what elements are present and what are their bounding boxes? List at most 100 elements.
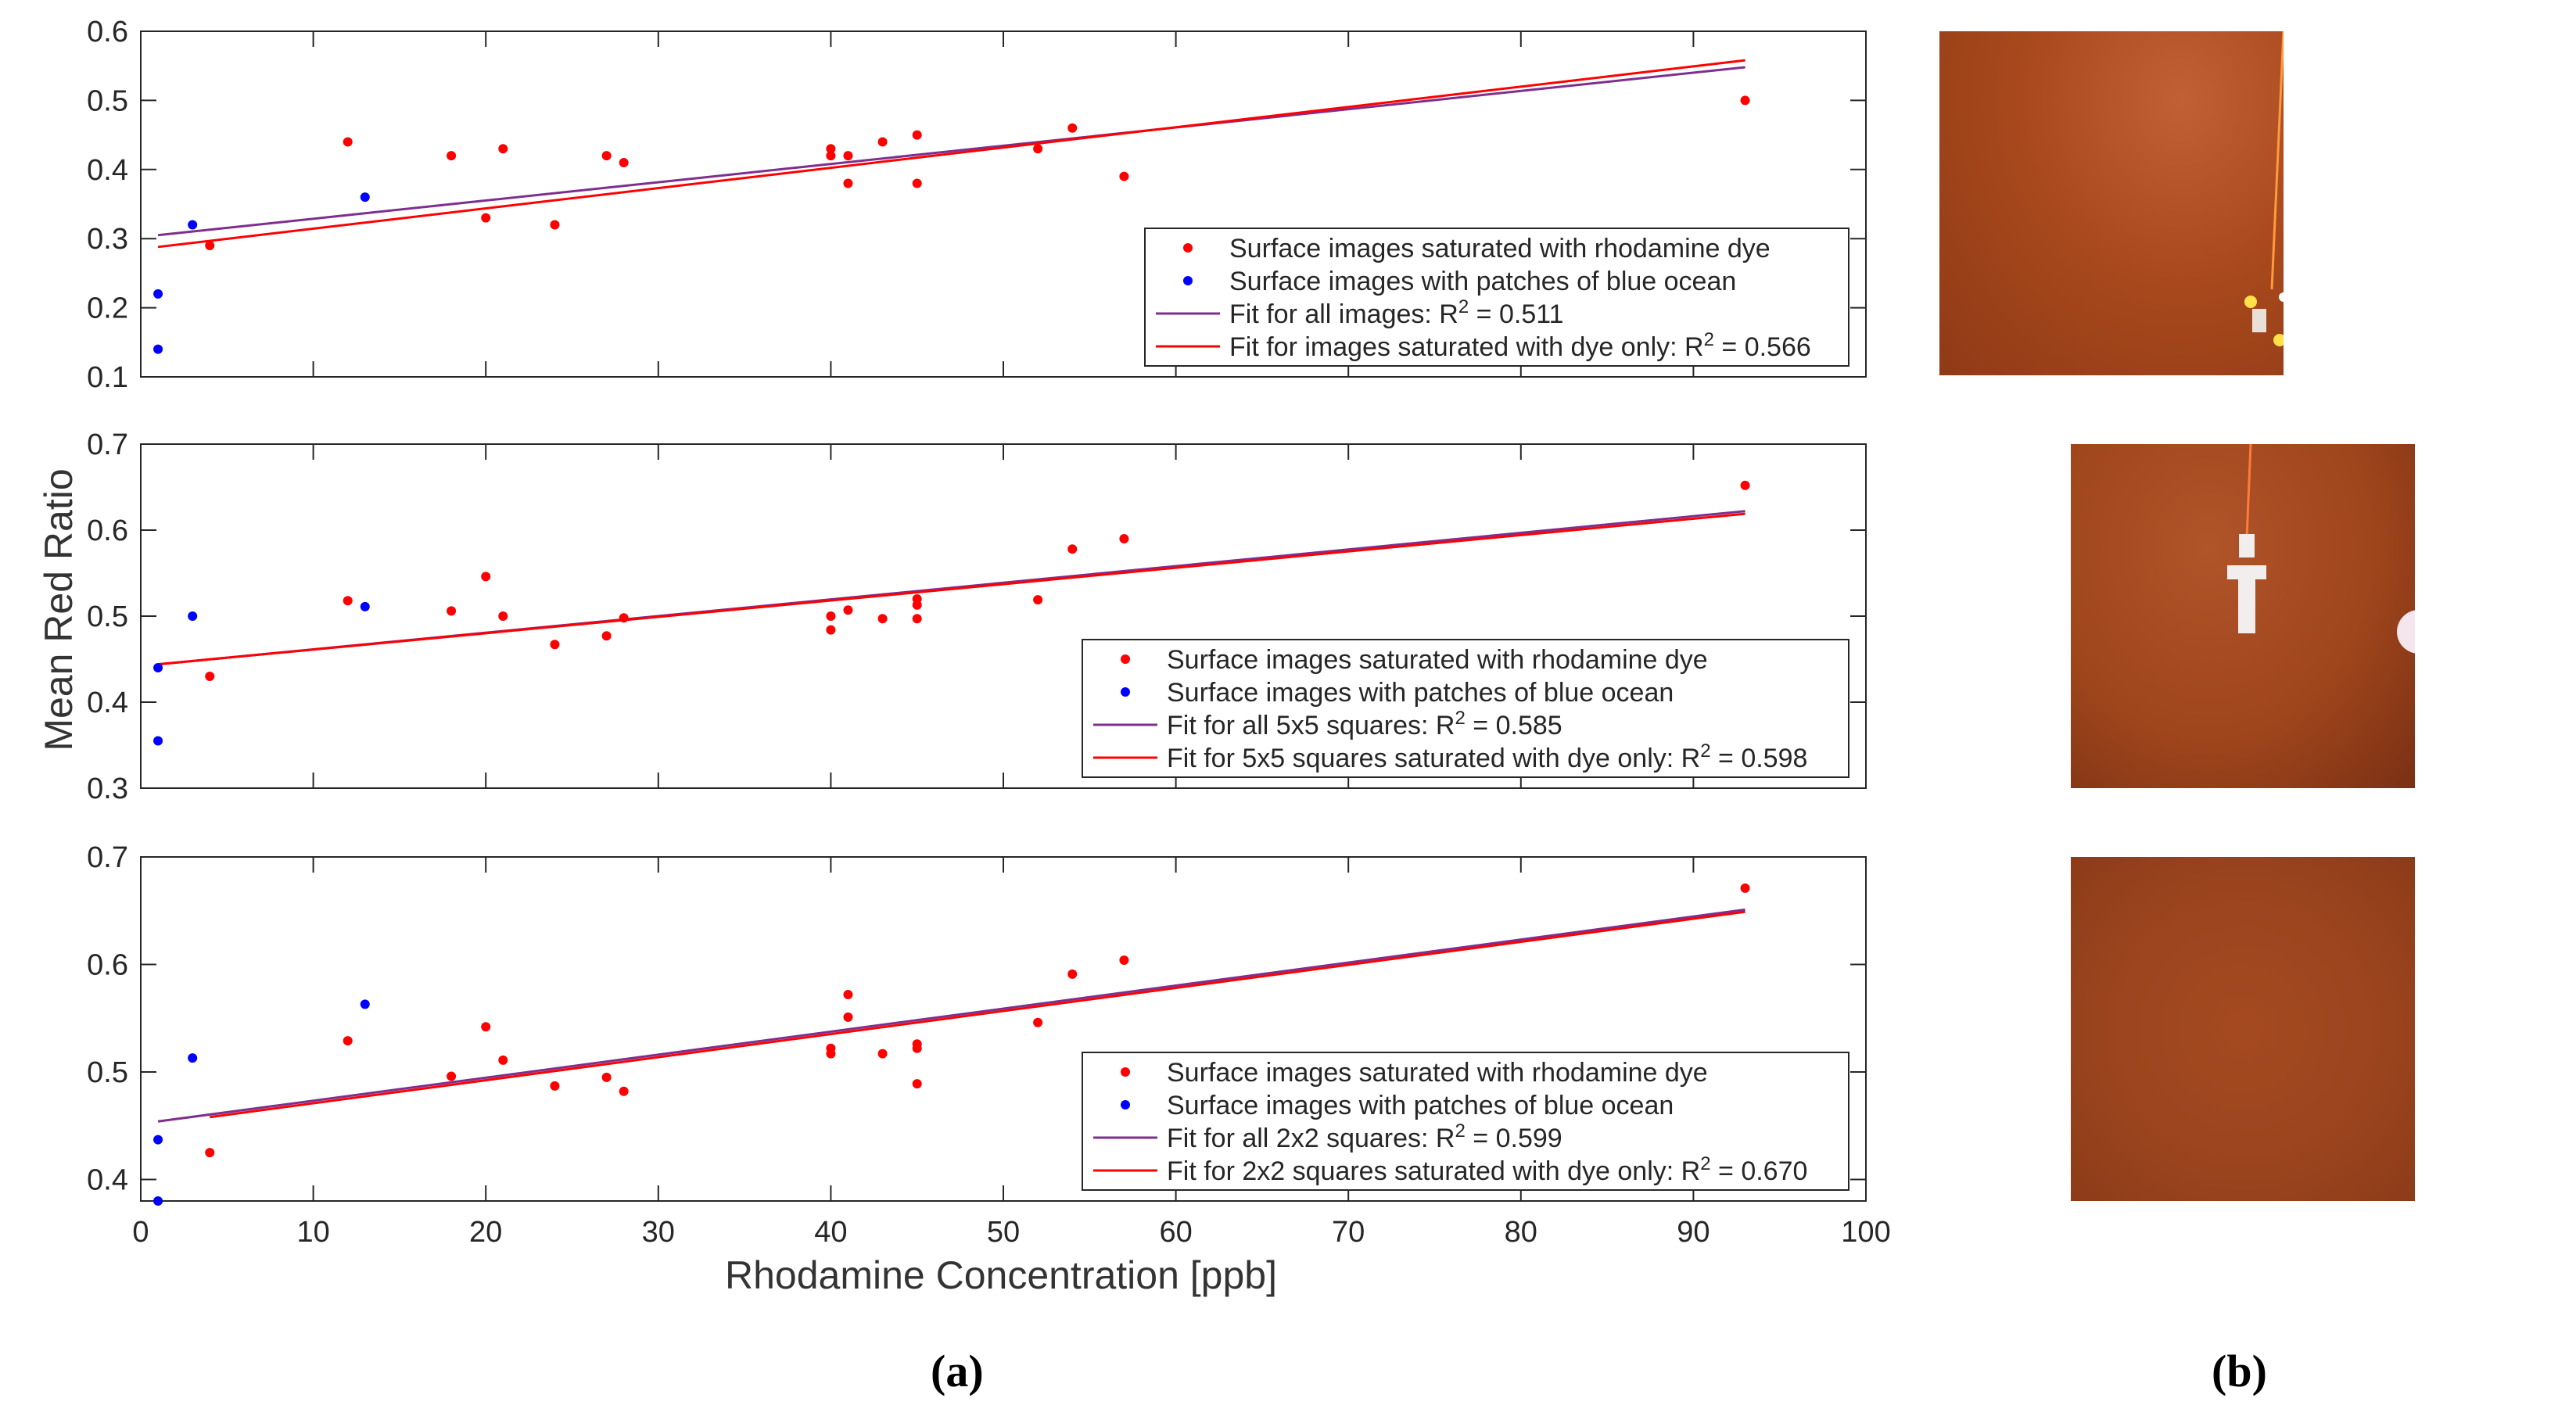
blue-ocean-data-point: [360, 999, 370, 1009]
blue-ocean-data-point: [153, 344, 163, 354]
dye-photo-wide: [1939, 31, 2284, 375]
y-tick-label: 0.5: [87, 600, 128, 633]
y-tick-label: 0.5: [87, 1056, 128, 1089]
y-tick-label: 0.4: [87, 154, 128, 187]
dye-data-point: [343, 596, 353, 606]
blue-ocean-data-point: [153, 736, 163, 746]
dye-data-point: [826, 1049, 836, 1059]
dye-data-point: [481, 213, 491, 223]
dye-data-point: [1119, 955, 1129, 965]
blue-ocean-data-point: [153, 1135, 163, 1145]
dye-data-point: [601, 1072, 612, 1082]
panel-b-label: (b): [2212, 1346, 2267, 1396]
legend-box: [1082, 639, 1849, 778]
x-axis-label: Rhodamine Concentration [ppb]: [725, 1253, 1277, 1297]
x-tick-label: 30: [642, 1216, 675, 1249]
dye-data-point: [912, 130, 922, 140]
x-tick-label: 20: [469, 1216, 502, 1249]
blue-ocean-data-point: [360, 601, 370, 611]
dye-data-point: [498, 144, 508, 154]
x-tick-label: 100: [1841, 1216, 1890, 1249]
dye-data-point: [447, 151, 457, 161]
legend-box: [1144, 228, 1849, 367]
dye-data-point: [912, 1079, 922, 1089]
chart-2: 0.3 0.4 0.5 0.6 0.7 Surface images saturated …: [87, 428, 1867, 805]
y-tick-label: 0.4: [87, 686, 128, 719]
dye-data-point: [550, 1081, 560, 1091]
dye-photo-2x2: [2071, 857, 2415, 1201]
legend-entry: Surface images saturated with rhodamine …: [1167, 1058, 1708, 1088]
y-tick-label: 0.2: [87, 292, 128, 325]
y-tick-label: 0.3: [87, 223, 128, 256]
dye-data-point: [1119, 534, 1129, 543]
fit-line-dye: [210, 910, 1745, 1119]
dye-data-point: [843, 605, 853, 615]
dye-data-point: [481, 1022, 491, 1032]
dye-data-point: [1067, 544, 1078, 554]
fit-line-dye: [157, 59, 1745, 249]
legend-entry: Fit for all 5x5 squares: R2 = 0.585: [1167, 708, 1562, 741]
legend-entry: Fit for 2x2 squares saturated with dye o…: [1167, 1153, 1807, 1187]
dye-data-point: [619, 157, 629, 167]
legend-entry: Surface images saturated with rhodamine …: [1229, 234, 1771, 263]
dye-data-point: [912, 1043, 922, 1053]
blue-ocean-data-point: [153, 663, 163, 672]
x-tick-label: 0: [132, 1216, 149, 1249]
dye-data-point: [481, 572, 491, 582]
x-tick-label: 40: [814, 1216, 847, 1249]
legend-entry: Surface images with patches of blue ocea…: [1167, 678, 1674, 708]
dye-data-point: [1033, 1017, 1043, 1027]
legend-entry: Fit for all 2x2 squares: R2 = 0.599: [1167, 1120, 1562, 1154]
legend-entry: Fit for images saturated with dye only: …: [1229, 329, 1811, 363]
fit-line-all: [157, 66, 1745, 237]
dye-data-point: [912, 614, 922, 624]
dye-data-point: [1067, 123, 1078, 133]
dye-data-point: [447, 606, 457, 616]
legend-marker: [1121, 1100, 1130, 1109]
dye-data-point: [205, 1148, 215, 1158]
y-tick-label: 0.7: [87, 428, 128, 461]
legend-entry: Fit for all images: R2 = 0.511: [1229, 296, 1564, 330]
x-tick-label: 80: [1505, 1216, 1537, 1249]
chart-3: 0 10 20 30 40 50 60 70 80 90 100 0.4 0.5 0.6 0.7 Surfac…: [87, 841, 1891, 1249]
y-tick-label: 0.6: [87, 514, 128, 547]
dye-data-point: [498, 611, 508, 621]
dye-data-point: [343, 137, 353, 147]
panel-a-label: (a): [931, 1346, 984, 1396]
dye-data-point: [619, 1086, 629, 1096]
x-tick-label: 60: [1159, 1216, 1192, 1249]
fit-line-all: [157, 908, 1745, 1123]
blue-ocean-data-point: [153, 1196, 163, 1206]
dye-data-point: [826, 611, 836, 621]
dye-data-point: [619, 613, 629, 623]
dye-data-point: [550, 640, 560, 650]
dye-data-point: [843, 151, 853, 161]
dye-data-point: [498, 1055, 508, 1065]
fit-line-dye: [157, 512, 1745, 666]
legend-entry: Surface images with patches of blue ocea…: [1167, 1091, 1674, 1120]
dye-data-point: [877, 614, 888, 624]
dye-data-point: [1067, 969, 1078, 979]
dye-data-point: [843, 178, 853, 188]
dye-data-point: [1740, 480, 1750, 490]
dye-data-point: [601, 631, 612, 641]
y-tick-label: 0.3: [87, 773, 128, 805]
dye-data-point: [843, 990, 853, 999]
legend-box: [1082, 1052, 1849, 1191]
dye-data-point: [205, 672, 215, 681]
dye-data-point: [1740, 95, 1750, 106]
y-tick-label: 0.7: [87, 841, 128, 874]
dye-data-point: [843, 1012, 853, 1022]
dye-data-point: [912, 600, 922, 610]
legend-entry: Fit for 5x5 squares saturated with dye o…: [1167, 740, 1807, 774]
x-tick-label: 90: [1677, 1216, 1710, 1249]
legend-marker: [1121, 654, 1130, 664]
legend-marker: [1121, 687, 1130, 697]
dye-data-point: [1033, 144, 1043, 154]
dye-data-point: [826, 151, 836, 161]
y-axis-label: Mean Red Ratio: [37, 468, 81, 751]
legend-marker: [1121, 1067, 1130, 1077]
dye-data-point: [826, 144, 836, 154]
dye-data-point: [550, 220, 560, 230]
